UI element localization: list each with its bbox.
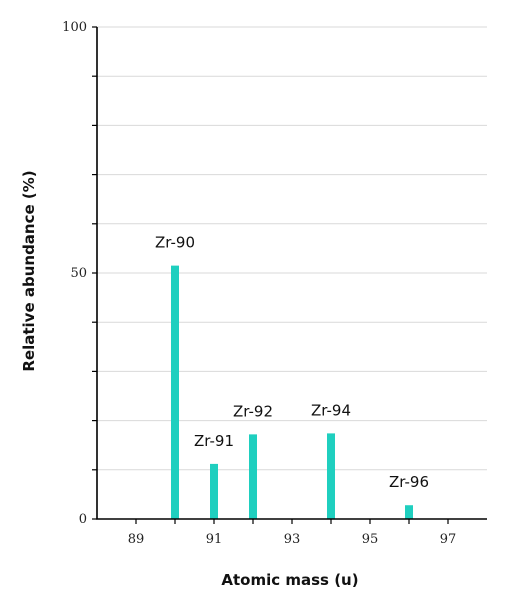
bar-zr-96: [405, 505, 413, 519]
axes: [92, 26, 487, 524]
bar-zr-91: [210, 463, 218, 519]
x-tick-label: 97: [440, 532, 457, 547]
x-tick-label: 91: [206, 532, 223, 547]
x-tick-label: 89: [128, 532, 145, 547]
y-tick-label: 50: [70, 266, 87, 281]
bar-zr-90: [171, 265, 179, 519]
x-tick-label: 95: [362, 532, 379, 547]
y-tick-label: 100: [62, 20, 87, 35]
bars: [171, 265, 413, 519]
labels: Zr-90 Zr-91 Zr-92 Zr-94 Zr-96 0 50 100 89 91 93 95 9…: [62, 20, 456, 547]
bar-label-zr-90: Zr-90: [155, 234, 195, 252]
bar-zr-92: [249, 434, 257, 519]
bar-label-zr-94: Zr-94: [311, 401, 351, 419]
x-tick-label: 93: [284, 532, 301, 547]
bar-label-zr-92: Zr-92: [233, 402, 273, 420]
x-axis-title: Atomic mass (u): [221, 571, 358, 589]
bar-label-zr-96: Zr-96: [389, 473, 429, 491]
y-tick-label: 0: [79, 512, 87, 527]
y-axis-title: Relative abundance (%): [20, 170, 38, 371]
grid-lines: [97, 26, 487, 471]
bar-label-zr-91: Zr-91: [194, 432, 234, 450]
bar-zr-94: [327, 433, 335, 519]
